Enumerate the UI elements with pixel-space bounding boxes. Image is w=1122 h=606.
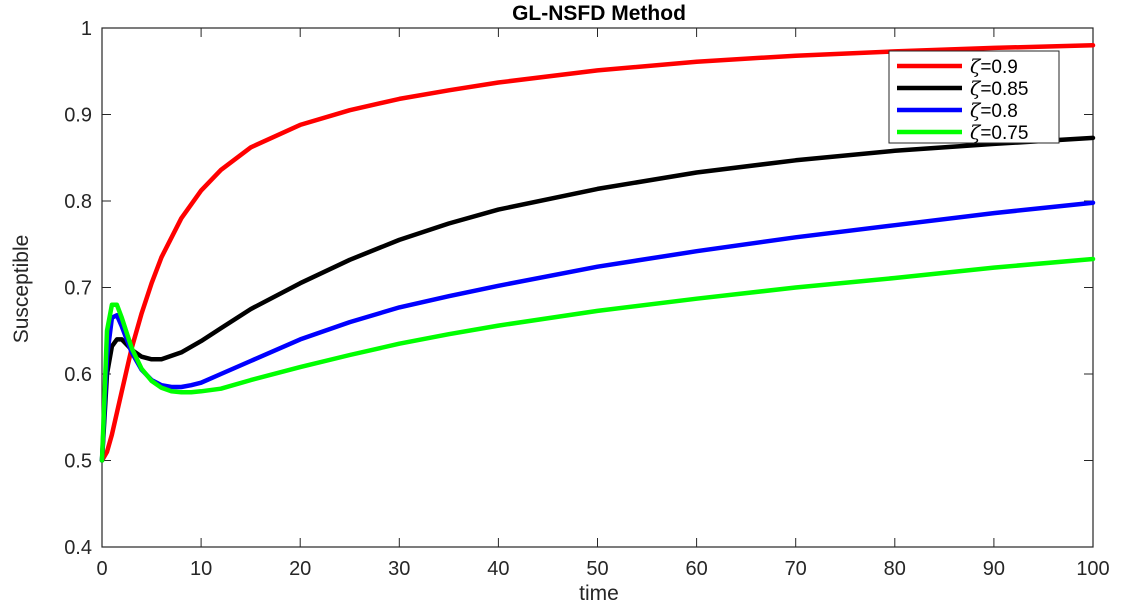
legend: ζ=0.9ζ=0.85ζ=0.8ζ=0.75: [888, 50, 1060, 144]
y-tick-label: 0.9: [64, 105, 92, 127]
legend-symbol: ζ: [970, 100, 982, 122]
x-tick-label: 20: [289, 558, 311, 580]
y-tick-label: 0.4: [64, 537, 92, 559]
legend-label-2: ζ=0.8: [970, 100, 1018, 122]
chart-title: GL-NSFD Method: [512, 2, 686, 25]
legend-label-1: ζ=0.85: [970, 78, 1028, 100]
x-tick-label: 30: [388, 558, 410, 580]
y-tick-label: 0.5: [64, 451, 92, 473]
x-tick-label: 70: [785, 558, 807, 580]
y-axis: 0.4 0.5 0.6 0.7 0.8 0.9 1: [64, 18, 1093, 559]
series-line-0: [99, 43, 1096, 463]
x-tick-label: 80: [884, 558, 906, 580]
x-axis-label: time: [579, 582, 619, 605]
y-tick-label: 0.8: [64, 191, 92, 213]
legend-value: =0.8: [980, 101, 1018, 122]
x-tick-label: 40: [487, 558, 509, 580]
legend-value: =0.85: [980, 79, 1028, 100]
x-tick-label: 50: [586, 558, 608, 580]
series-line-2: [99, 200, 1096, 463]
y-tick-label: 0.6: [64, 364, 92, 386]
y-tick-label: 0.7: [64, 278, 92, 300]
legend-symbol: ζ: [970, 78, 982, 100]
series-line-1: [99, 135, 1096, 463]
legend-symbol: ζ: [970, 56, 982, 78]
series-layer: [99, 43, 1096, 463]
legend-value: =0.9: [980, 57, 1018, 78]
y-axis-label: Susceptible: [10, 235, 33, 344]
x-tick-label: 90: [983, 558, 1005, 580]
legend-symbol: ζ: [970, 122, 982, 144]
legend-label-3: ζ=0.75: [970, 122, 1028, 144]
legend-label-0: ζ=0.9: [970, 56, 1018, 78]
y-tick-label: 1: [81, 18, 92, 40]
x-tick-label: 0: [96, 558, 107, 580]
series-line-3: [99, 256, 1096, 463]
x-tick-label: 60: [685, 558, 707, 580]
x-tick-label: 100: [1076, 558, 1109, 580]
legend-value: =0.75: [980, 123, 1028, 144]
x-tick-label: 10: [190, 558, 212, 580]
x-axis: 0 10 20 30 40 50 60 70 80 90 100: [96, 28, 1110, 580]
